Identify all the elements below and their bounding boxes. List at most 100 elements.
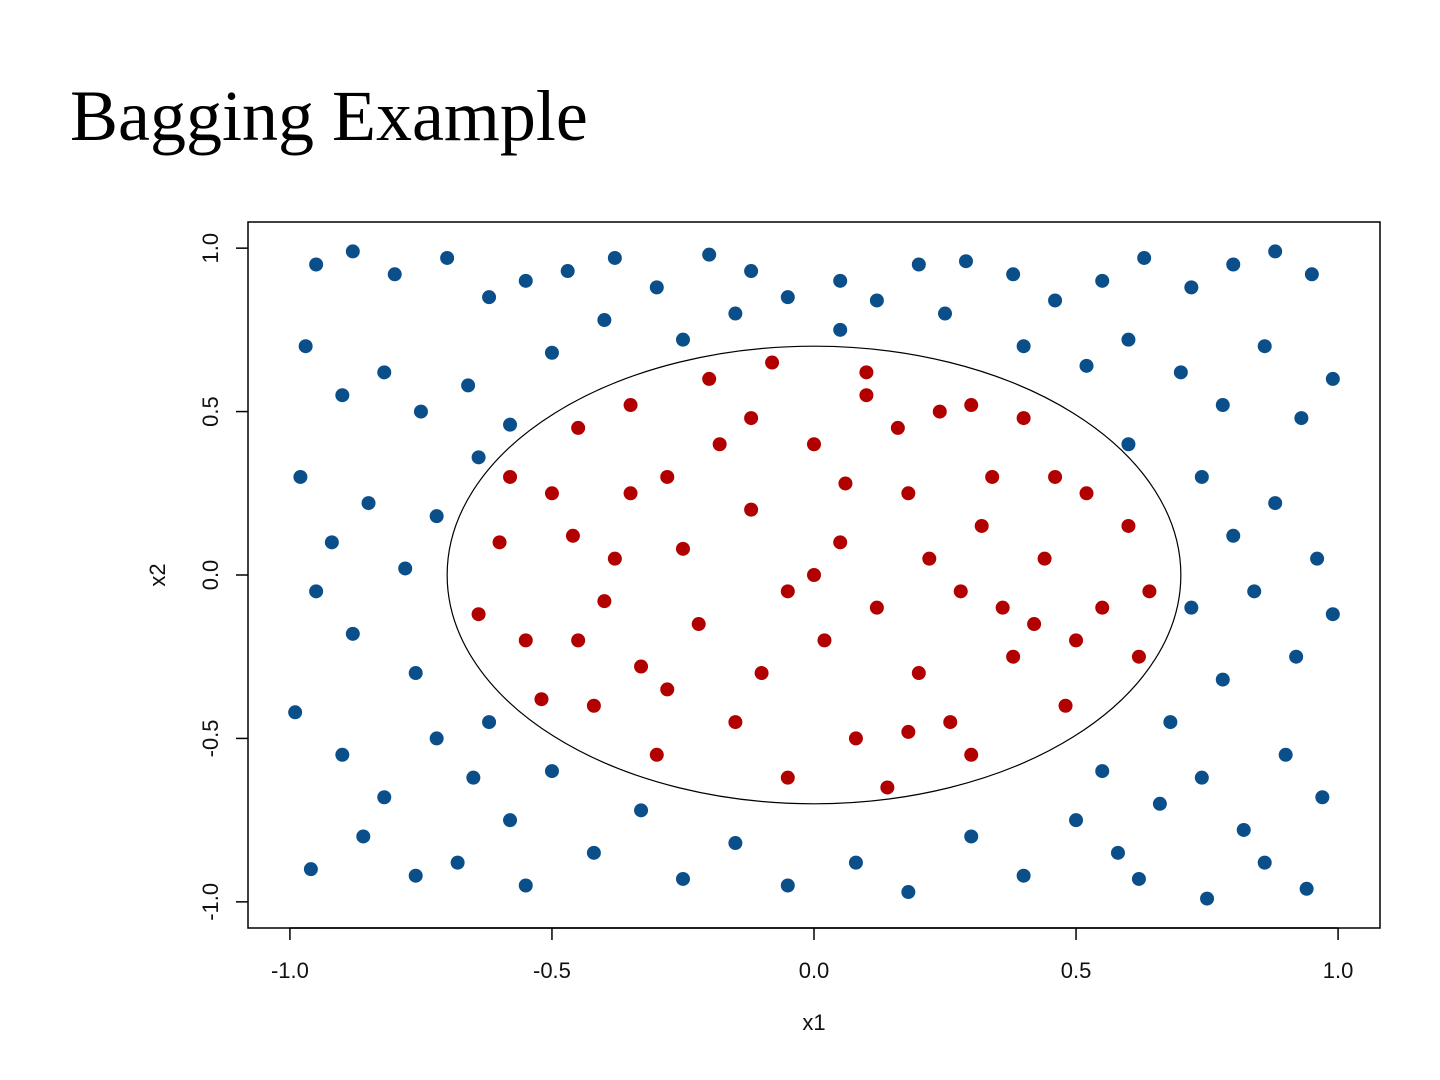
point [1184, 280, 1199, 295]
point [571, 633, 586, 648]
point [702, 247, 717, 262]
point [1048, 293, 1063, 308]
point [838, 476, 853, 491]
point [1095, 764, 1110, 779]
point [377, 365, 392, 380]
point [1121, 518, 1136, 533]
point [807, 568, 821, 582]
point [544, 345, 559, 360]
point [1215, 398, 1230, 413]
point [1131, 649, 1146, 664]
point [461, 378, 476, 393]
point [1226, 528, 1241, 543]
point [728, 715, 743, 730]
point [1325, 607, 1340, 622]
x-tick-label: -1.0 [271, 958, 309, 983]
point [1095, 600, 1110, 615]
point [1048, 469, 1063, 484]
point [859, 388, 874, 403]
point [1294, 411, 1309, 426]
point [518, 273, 533, 288]
point [833, 322, 848, 337]
y-tick-label: 1.0 [198, 233, 223, 264]
point [482, 715, 497, 730]
y-tick-label: 0.5 [198, 396, 223, 427]
point [901, 486, 916, 501]
point [586, 698, 601, 713]
point [817, 633, 832, 648]
point [1257, 339, 1272, 354]
point [728, 306, 743, 321]
point [518, 878, 533, 893]
point [675, 871, 690, 886]
point [911, 666, 926, 681]
point [1027, 617, 1042, 632]
point [303, 862, 318, 877]
point [1289, 649, 1304, 664]
y-tick-label: 0.0 [198, 560, 223, 591]
point [597, 594, 612, 609]
x-axis-label: x1 [802, 1010, 825, 1035]
point [833, 535, 848, 550]
point [901, 885, 916, 900]
point [964, 829, 979, 844]
point [634, 659, 649, 674]
point [848, 731, 863, 746]
point [1121, 437, 1136, 452]
point [387, 267, 402, 282]
point [586, 845, 601, 860]
point [938, 306, 953, 321]
slide-title: Bagging Example [70, 76, 588, 156]
point [345, 626, 360, 641]
point [807, 437, 821, 452]
point [503, 417, 518, 432]
point [932, 404, 947, 419]
point [964, 747, 979, 762]
point [780, 770, 795, 785]
point [922, 551, 937, 566]
point [780, 290, 795, 305]
point [1006, 267, 1021, 282]
point [1037, 551, 1052, 566]
point [361, 496, 376, 511]
point [1152, 796, 1167, 811]
point [1079, 358, 1094, 373]
point [345, 244, 360, 259]
point [995, 600, 1010, 615]
point [503, 469, 518, 484]
point [1016, 868, 1031, 883]
point [440, 250, 455, 265]
point [1268, 496, 1283, 511]
point [649, 747, 664, 762]
point [1194, 469, 1209, 484]
point [503, 813, 518, 828]
point [324, 535, 339, 550]
point [780, 878, 795, 893]
point [377, 790, 392, 805]
point [974, 518, 989, 533]
point [1299, 881, 1314, 896]
point [1310, 551, 1325, 566]
point [623, 486, 638, 501]
point [958, 254, 973, 269]
point [859, 365, 874, 380]
point [293, 469, 308, 484]
point [890, 420, 905, 435]
point [298, 339, 313, 354]
point [1006, 649, 1021, 664]
point [335, 747, 350, 762]
point [1194, 770, 1209, 785]
point [413, 404, 428, 419]
point [1200, 891, 1215, 906]
point [953, 584, 968, 599]
point [702, 371, 717, 386]
point [691, 617, 706, 632]
point [744, 411, 759, 426]
point [429, 509, 444, 524]
point [1142, 584, 1157, 599]
point [466, 770, 481, 785]
point [712, 437, 727, 452]
point [1137, 250, 1152, 265]
point [571, 420, 586, 435]
point [1315, 790, 1330, 805]
